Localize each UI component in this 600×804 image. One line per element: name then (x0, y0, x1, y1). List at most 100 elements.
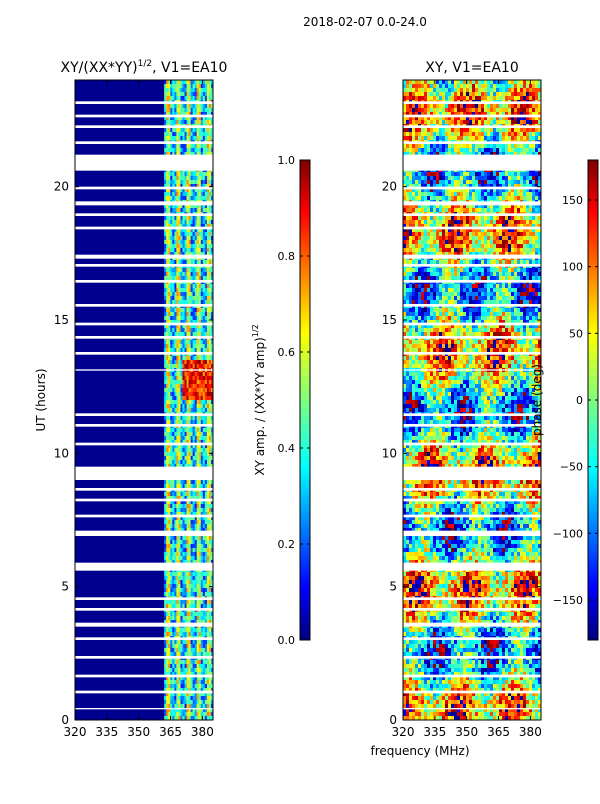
amplitude-cell (180, 492, 182, 496)
amplitude-cell (182, 356, 184, 360)
phase-cell (415, 104, 418, 108)
amplitude-cell (166, 80, 168, 84)
amplitude-cell (166, 172, 168, 176)
phase-cell (469, 136, 472, 140)
phase-cell (409, 84, 412, 88)
amplitude-cell (182, 508, 184, 512)
amplitude-cell (164, 696, 166, 700)
phase-cell (535, 136, 538, 140)
amplitude-cell (166, 572, 168, 576)
amplitude-cell (170, 428, 172, 432)
amplitude-cell (185, 612, 187, 616)
phase-cell (475, 88, 478, 92)
amplitude-cell (197, 136, 199, 140)
amplitude-cell (172, 84, 174, 88)
amplitude-cell (164, 520, 166, 524)
amplitude-cell (187, 432, 189, 436)
phase-cell (532, 120, 535, 124)
amplitude-cell (180, 276, 182, 280)
amplitude-cell (201, 400, 203, 404)
amplitude-cell (187, 380, 189, 384)
amplitude-cell (193, 380, 195, 384)
phase-cell (514, 96, 517, 100)
amplitude-cell (174, 456, 176, 460)
amplitude-cell (170, 236, 172, 240)
amplitude-cell (203, 632, 205, 636)
phase-cell (496, 96, 499, 100)
amplitude-cell (185, 508, 187, 512)
amplitude-cell (168, 588, 170, 592)
amplitude-cell (178, 96, 180, 100)
amplitude-cell (182, 216, 184, 220)
phase-cell (445, 80, 448, 84)
amplitude-cell (176, 696, 178, 700)
amplitude-cell (166, 364, 168, 368)
amplitude-cell (178, 436, 180, 440)
amplitude-cell (209, 344, 211, 348)
amplitude-cell (182, 220, 184, 224)
phase-cell (514, 144, 517, 148)
amplitude-cell (166, 372, 168, 376)
amplitude-cell (170, 632, 172, 636)
amplitude-cell (180, 316, 182, 320)
amplitude-cell (176, 384, 178, 388)
amplitude-cell (170, 420, 172, 424)
phase-cell (406, 136, 409, 140)
amplitude-cell (182, 664, 184, 668)
amplitude-cell (166, 428, 168, 432)
phase-cell (511, 136, 514, 140)
phase-cell (472, 92, 475, 96)
amplitude-cell (178, 192, 180, 196)
amplitude-cell (195, 524, 197, 528)
amplitude-cell (193, 372, 195, 376)
amplitude-cell (209, 420, 211, 424)
amplitude-cell (197, 556, 199, 560)
amplitude-cell (178, 312, 180, 316)
phase-cell (493, 108, 496, 112)
amplitude-cell (199, 180, 201, 184)
amplitude-cell (170, 416, 172, 420)
amplitude-cell (176, 180, 178, 184)
amplitude-cell (209, 648, 211, 652)
amplitude-cell (191, 508, 193, 512)
amplitude-cell (201, 592, 203, 596)
amplitude-cell (174, 604, 176, 608)
amplitude-cell (191, 712, 193, 716)
phase-cell (472, 136, 475, 140)
amplitude-cell (209, 448, 211, 452)
amplitude-cell (209, 372, 211, 376)
amplitude-cell (174, 312, 176, 316)
amplitude-cell (195, 680, 197, 684)
amplitude-cell (178, 456, 180, 460)
amplitude-cell (207, 176, 209, 180)
phase-cell (442, 92, 445, 96)
amplitude-cell (205, 120, 207, 124)
amplitude-cell (182, 180, 184, 184)
phase-cell (418, 120, 421, 124)
amplitude-cell (185, 316, 187, 320)
phase-cell (517, 96, 520, 100)
amplitude-cell (205, 96, 207, 100)
amplitude-cell (199, 364, 201, 368)
amplitude-cell (209, 456, 211, 460)
amplitude-cell (209, 392, 211, 396)
amplitude-cell (174, 480, 176, 484)
amplitude-cell (203, 136, 205, 140)
amplitude-colorbar-label: XY amp. / (XX*YY amp)1/2 (251, 324, 267, 475)
amplitude-cell (174, 260, 176, 264)
amplitude-cell (164, 180, 166, 184)
phase-cell (427, 148, 430, 152)
amplitude-cell (193, 344, 195, 348)
amplitude-ylabel: UT (hours) (34, 368, 48, 431)
amplitude-cell (209, 396, 211, 400)
amplitude-cell (195, 192, 197, 196)
colorbar-tick-label: 0.4 (278, 442, 296, 455)
amplitude-cell (193, 332, 195, 336)
amplitude-cell (180, 328, 182, 332)
amplitude-cell (203, 104, 205, 108)
amplitude-cell (172, 316, 174, 320)
amplitude-cell (209, 660, 211, 664)
phase-cell (412, 104, 415, 108)
amplitude-cell (201, 684, 203, 688)
